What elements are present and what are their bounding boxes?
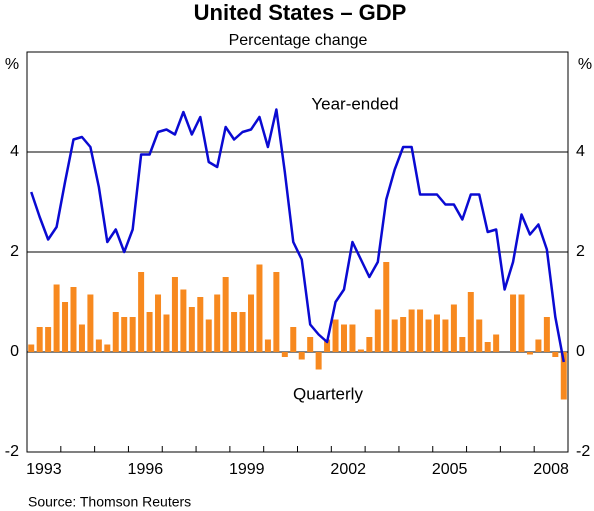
bar — [467, 292, 474, 352]
bar — [129, 317, 136, 352]
bar — [560, 352, 567, 400]
bar — [112, 312, 119, 352]
bar — [357, 349, 364, 352]
x-tick-label: 2008 — [533, 461, 569, 478]
bar — [450, 304, 457, 352]
y-tick-label-right: 0 — [576, 343, 585, 360]
bar — [163, 314, 170, 352]
bar — [273, 272, 280, 352]
bar — [87, 294, 94, 352]
bar — [188, 307, 195, 352]
line-label: Year-ended — [311, 94, 398, 113]
bar — [417, 309, 424, 352]
bar — [95, 339, 102, 352]
y-tick-label: -2 — [5, 443, 19, 460]
x-tick-label: 2005 — [432, 461, 468, 478]
bar — [340, 324, 347, 352]
bar — [400, 317, 407, 352]
bar — [374, 309, 381, 352]
bar — [264, 339, 271, 352]
bar — [442, 319, 449, 352]
bar — [543, 317, 550, 352]
bar — [493, 334, 500, 352]
plot-frame — [26, 51, 569, 453]
y-tick-label: 0 — [10, 343, 19, 360]
bar — [383, 262, 390, 352]
line — [30, 108, 565, 363]
y-tick-label: 2 — [10, 243, 19, 260]
bar — [171, 277, 178, 352]
bar — [324, 339, 331, 352]
x-tick-label: 2002 — [330, 461, 366, 478]
bar — [28, 344, 35, 352]
bar — [205, 319, 212, 352]
bar — [256, 264, 263, 352]
bar — [53, 284, 60, 352]
bar — [70, 287, 77, 352]
bar — [307, 337, 314, 352]
bar — [36, 327, 43, 352]
bar — [349, 324, 356, 352]
bar — [248, 294, 255, 352]
chart-title: United States – GDP — [194, 0, 407, 25]
bar — [332, 319, 339, 352]
bar — [391, 319, 398, 352]
x-tick-label: 1999 — [229, 461, 265, 478]
bar — [484, 342, 491, 352]
y-unit-right: % — [578, 56, 592, 73]
bar — [231, 312, 238, 352]
bar — [78, 324, 85, 352]
bar — [138, 272, 145, 352]
y-tick-label: 4 — [10, 143, 19, 160]
bar — [459, 337, 466, 352]
bar — [408, 309, 415, 352]
bar — [290, 327, 297, 352]
y-tick-label-right: 2 — [576, 243, 585, 260]
x-tick-label: 1996 — [128, 461, 164, 478]
bar — [155, 294, 162, 352]
bar — [62, 302, 69, 352]
y-tick-label-right: -2 — [576, 443, 590, 460]
bar — [315, 352, 322, 370]
bar — [298, 352, 305, 360]
bar — [433, 314, 440, 352]
bar — [45, 327, 52, 352]
bar — [510, 294, 517, 352]
source: Source: Thomson Reuters — [28, 494, 191, 510]
bar — [104, 344, 111, 352]
bar — [526, 352, 533, 355]
bar — [366, 337, 373, 352]
bar — [535, 339, 542, 352]
bar — [214, 294, 221, 352]
y-tick-label-right: 4 — [576, 143, 585, 160]
bar — [222, 277, 229, 352]
bar-label: Quarterly — [293, 384, 363, 403]
y-unit-left: % — [5, 56, 19, 73]
bar — [239, 312, 246, 352]
bar — [197, 297, 204, 352]
x-tick-label: 1993 — [26, 461, 62, 478]
bar — [476, 319, 483, 352]
bar — [180, 289, 187, 352]
bar — [425, 319, 432, 352]
bar — [121, 317, 128, 352]
bar — [146, 312, 153, 352]
bar — [281, 352, 288, 357]
bar — [518, 294, 525, 352]
chart-subtitle: Percentage change — [229, 32, 368, 49]
bar — [552, 352, 559, 357]
